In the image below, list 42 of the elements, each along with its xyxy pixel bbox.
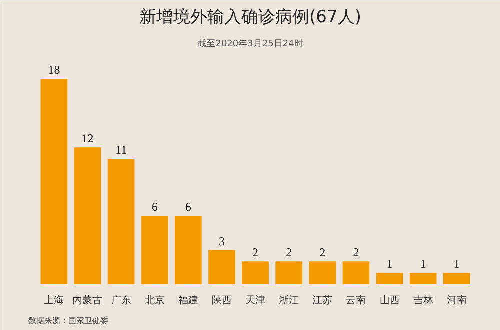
x-tick-label: 天津: [246, 294, 266, 306]
chart-subtitle: 截至2020年3月25日24时: [198, 38, 304, 50]
x-tick-label: 陕西: [212, 294, 232, 306]
bar: [141, 216, 168, 284]
x-tick-label: 江苏: [312, 294, 333, 306]
bar: [174, 216, 202, 284]
data-label: 2: [252, 246, 259, 260]
data-label: 2: [286, 246, 292, 260]
data-label: 12: [82, 132, 94, 146]
bar: [276, 262, 303, 284]
x-tick-label: 山西: [380, 294, 400, 306]
data-label: 1: [420, 257, 426, 272]
bar: [376, 273, 404, 284]
data-label: 1: [454, 257, 460, 272]
data-label: 1: [386, 257, 393, 272]
bar: [242, 262, 269, 284]
data-label: 2: [353, 246, 360, 260]
bar: [108, 159, 135, 284]
bar: [410, 273, 437, 284]
data-label: 3: [218, 234, 225, 248]
x-tick-label: 北京: [144, 294, 165, 306]
x-tick-label: 云南: [346, 294, 366, 306]
bar: [443, 273, 470, 284]
source-note: 数据来源：国家卫健委: [28, 316, 108, 326]
data-label: 6: [185, 200, 192, 214]
x-tick-label: 内蒙古: [72, 294, 103, 306]
bar: [40, 79, 68, 284]
bar: [342, 262, 370, 284]
chart-title: 新增境外输入确诊病例(67人): [140, 8, 362, 28]
data-label: 2: [320, 246, 326, 260]
x-tick-label: 吉林: [413, 294, 434, 306]
data-label: 18: [48, 63, 60, 78]
x-tick-label: 浙江: [279, 294, 300, 306]
x-tick-label: 广东: [111, 294, 132, 306]
data-label: 6: [152, 200, 158, 214]
data-label: 11: [116, 143, 128, 158]
x-tick-label: 河南: [446, 294, 467, 306]
bar: [74, 148, 102, 284]
x-tick-label: 福建: [178, 294, 198, 306]
x-tick-label: 上海: [44, 294, 64, 306]
bar: [208, 250, 236, 284]
bar: [309, 262, 336, 284]
